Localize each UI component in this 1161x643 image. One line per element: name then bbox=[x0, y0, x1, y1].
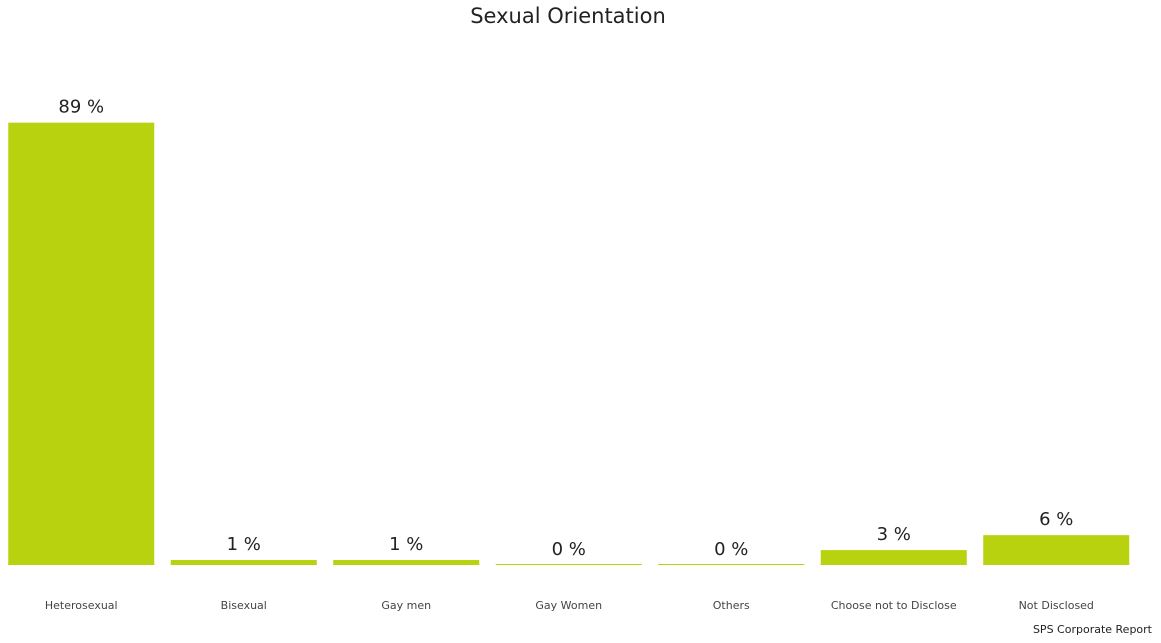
data-label: 0 % bbox=[552, 539, 586, 560]
data-label: 1 % bbox=[227, 534, 261, 555]
data-label: 0 % bbox=[714, 539, 748, 560]
source-note: SPS Corporate Report bbox=[1033, 623, 1153, 636]
bar bbox=[170, 560, 317, 565]
x-tick-label: Not Disclosed bbox=[1019, 599, 1094, 612]
x-tick-label: Heterosexual bbox=[45, 599, 118, 612]
x-tick-label: Gay Women bbox=[535, 599, 602, 612]
x-tick-label: Others bbox=[713, 599, 750, 612]
chart-title: Sexual Orientation bbox=[470, 4, 666, 28]
data-label: 89 % bbox=[58, 97, 104, 118]
bar bbox=[983, 535, 1130, 565]
data-label: 3 % bbox=[877, 524, 911, 545]
x-tick-label: Choose not to Disclose bbox=[831, 599, 957, 612]
bar bbox=[820, 550, 967, 565]
bar bbox=[8, 122, 155, 566]
bar bbox=[333, 560, 480, 565]
data-label: 6 % bbox=[1039, 509, 1073, 530]
x-tick-label: Bisexual bbox=[221, 599, 267, 612]
data-label: 1 % bbox=[389, 534, 423, 555]
x-tick-label: Gay men bbox=[381, 599, 431, 612]
